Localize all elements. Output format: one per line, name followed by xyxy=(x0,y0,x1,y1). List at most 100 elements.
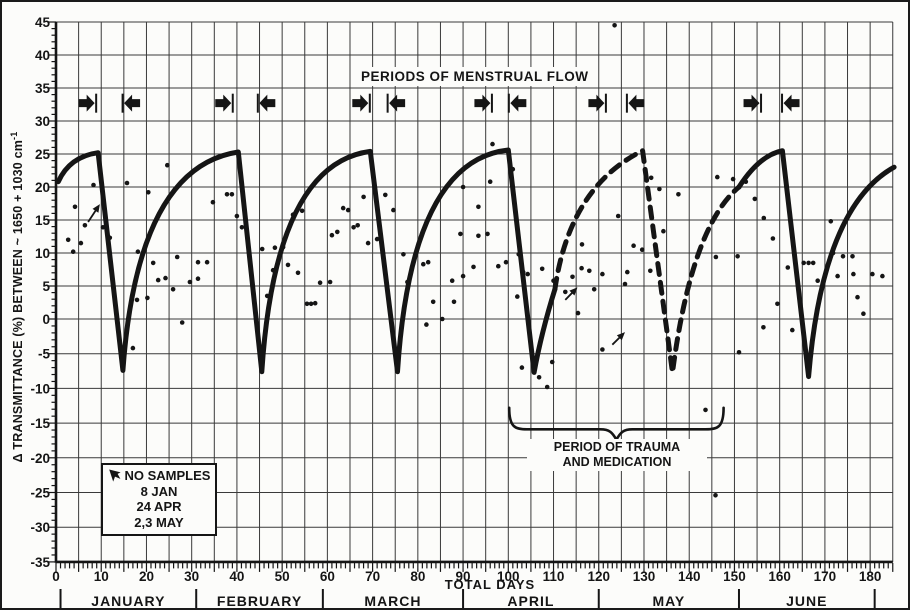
curve-segment-solid xyxy=(55,147,558,375)
scatter-point xyxy=(146,190,151,195)
scatter-point xyxy=(870,271,875,277)
scatter-point xyxy=(195,276,201,282)
scatter-point xyxy=(570,274,575,280)
scatter-point xyxy=(861,311,866,317)
scatter-point xyxy=(790,327,795,333)
scatter-point xyxy=(810,260,816,266)
scatter-point xyxy=(806,260,811,266)
scatter-point xyxy=(549,359,555,365)
trauma-brace xyxy=(507,406,725,443)
scatter-point xyxy=(815,278,820,284)
scatter-point xyxy=(579,265,584,271)
scatter-point xyxy=(587,268,592,274)
scatter-point xyxy=(830,250,836,256)
scatter-point xyxy=(485,231,490,237)
scatter-point xyxy=(648,268,653,274)
scatter-point xyxy=(579,242,585,247)
x-tick-label: 30 xyxy=(184,569,199,584)
flow-start-arrow-icon xyxy=(352,94,369,112)
scatter-point xyxy=(150,260,156,266)
y-tick-label: -15 xyxy=(30,416,50,431)
y-tick-label: 5 xyxy=(42,279,50,294)
scatter-point xyxy=(661,228,666,234)
trauma-annotation-line1: PERIOD OF TRAUMA xyxy=(553,440,681,454)
y-axis-label-superscript: -1 xyxy=(9,131,19,140)
scatter-point xyxy=(424,322,429,327)
curve-segment-solid xyxy=(736,148,897,380)
y-tick-label: 40 xyxy=(35,48,50,63)
scatter-point xyxy=(525,271,530,277)
scatter-point xyxy=(440,316,445,322)
flow-start-arrow-icon xyxy=(474,94,491,112)
scatter-point xyxy=(855,294,860,300)
scatter-point xyxy=(145,295,150,301)
scatter-point xyxy=(280,244,286,250)
scatter-point xyxy=(615,213,621,219)
y-tick-label: -10 xyxy=(30,381,50,396)
scatter-point xyxy=(880,273,885,279)
scatter-point xyxy=(195,259,201,265)
legend-item: 8 JAN xyxy=(140,483,178,499)
scatter-point xyxy=(259,246,265,252)
scatter-point xyxy=(471,264,476,270)
scatter-point xyxy=(365,240,371,246)
scatter-point xyxy=(835,273,840,279)
legend-title-row: NO SAMPLES xyxy=(103,468,215,484)
scatter-point xyxy=(179,320,185,325)
x-tick-label: 10 xyxy=(94,569,109,584)
flow-end-arrow-icon xyxy=(783,94,800,112)
scatter-point xyxy=(677,320,683,325)
scatter-point xyxy=(785,265,791,270)
cursor-arrow-icon xyxy=(108,469,121,482)
x-tick-label: 160 xyxy=(768,569,791,584)
trauma-annotation-label: PERIOD OF TRAUMA AND MEDICATION xyxy=(527,439,707,471)
scatter-point xyxy=(295,270,301,276)
y-tick-label: -20 xyxy=(30,451,50,466)
scatter-point xyxy=(374,236,380,242)
scatter-point xyxy=(210,199,216,205)
x-tick-label: 110 xyxy=(543,569,565,584)
scatter-point xyxy=(70,249,76,254)
scatter-point xyxy=(487,179,493,184)
scatter-point xyxy=(317,280,323,286)
scatter-point xyxy=(591,287,597,292)
scatter-point xyxy=(575,310,581,316)
scatter-point xyxy=(165,162,170,168)
x-tick-label: 120 xyxy=(587,569,610,584)
scatter-point xyxy=(430,299,436,305)
scatter-point xyxy=(449,278,455,284)
curve-segment-dashed xyxy=(552,148,742,375)
scatter-point xyxy=(290,212,296,217)
scatter-point xyxy=(327,279,333,285)
y-tick-label: 30 xyxy=(35,114,50,129)
x-tick-label: 20 xyxy=(139,569,154,584)
month-label: JANUARY xyxy=(91,593,165,609)
no-samples-arrow-icon xyxy=(92,204,100,213)
y-tick-label: 20 xyxy=(35,180,50,195)
scatter-point xyxy=(155,277,161,283)
scatter-point xyxy=(130,345,136,351)
scatter-point xyxy=(308,301,314,307)
flow-start-arrow-icon xyxy=(743,94,760,112)
scatter-point xyxy=(730,176,736,182)
legend-box: NO SAMPLES 8 JAN 24 APR 2,3 MAY xyxy=(101,463,217,536)
scatter-point xyxy=(713,254,719,260)
scatter-point xyxy=(345,207,351,213)
scatter-point xyxy=(736,350,742,355)
legend-item: 2,3 MAY xyxy=(134,514,184,530)
scatter-point xyxy=(355,223,361,228)
scatter-point xyxy=(622,281,628,287)
x-tick-label: 100 xyxy=(497,569,520,584)
scatter-point xyxy=(735,253,740,259)
scatter-point xyxy=(460,184,466,190)
scatter-point xyxy=(239,225,245,230)
scatter-point xyxy=(135,249,141,254)
month-label: JUNE xyxy=(786,593,827,609)
scatter-point xyxy=(519,365,525,370)
month-label: FEBRUARY xyxy=(217,593,302,609)
scatter-point xyxy=(612,23,617,28)
scatter-point xyxy=(743,179,749,184)
scatter-point xyxy=(631,243,636,248)
x-tick-label: 140 xyxy=(678,569,701,584)
